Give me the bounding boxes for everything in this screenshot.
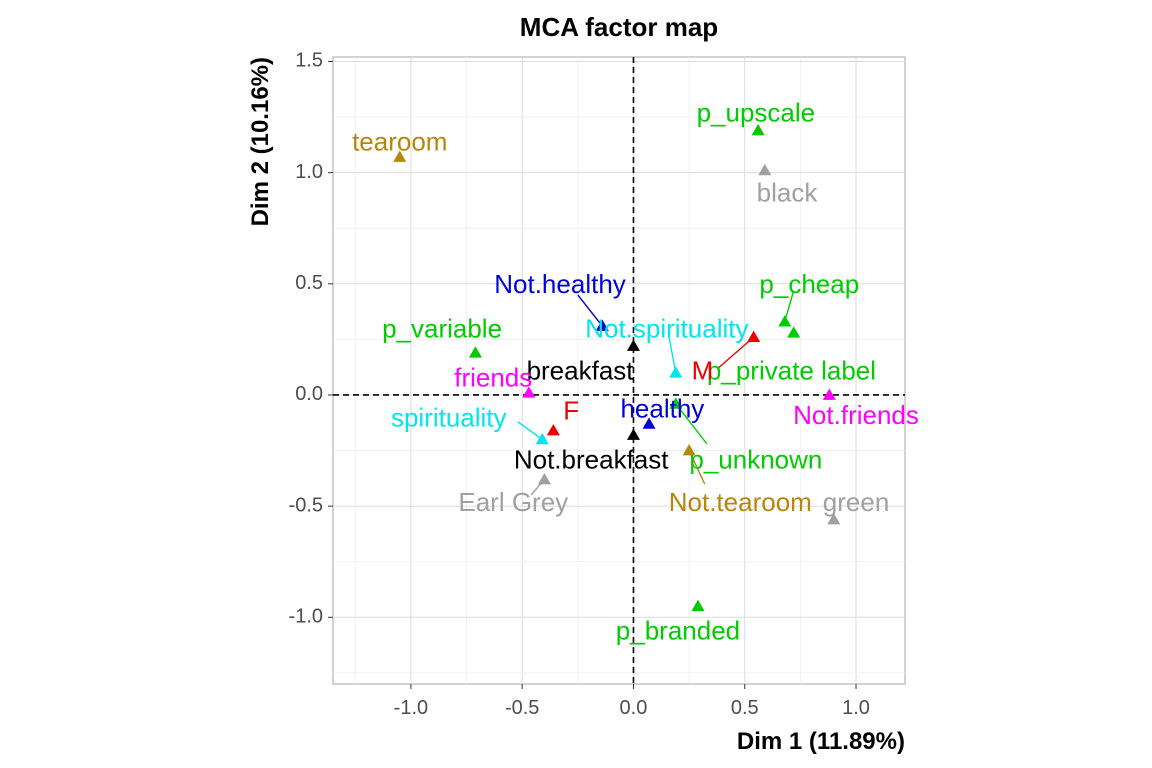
point-m	[747, 330, 761, 343]
connector-spirituality	[517, 421, 543, 440]
label-earl-grey: Earl Grey	[458, 487, 568, 517]
point-tearoom	[393, 150, 407, 162]
label-not-tearoom: Not.tearoom	[669, 487, 812, 517]
connector-p-unknown	[675, 403, 708, 445]
label-tearoom: tearoom	[352, 127, 447, 157]
label-black: black	[757, 178, 819, 208]
point-earl-grey	[537, 472, 551, 485]
x-tick-label: -0.5	[505, 697, 539, 719]
y-axis-ticks: -1.0 -0.5 0.0 0.5 1.0 1.5	[289, 50, 333, 628]
label-spirituality: spirituality	[391, 402, 507, 432]
point-f	[546, 424, 560, 436]
x-tick-label: 0.0	[620, 697, 648, 719]
data-points	[393, 123, 841, 612]
label-not-healthy: Not.healthy	[494, 269, 626, 299]
point-not-friends	[822, 388, 836, 400]
connector-not-spirituality	[668, 337, 677, 373]
y-tick-label: 1.5	[295, 50, 323, 72]
point-spirituality	[535, 432, 549, 445]
y-axis-title: Dim 2 (10.16%)	[247, 57, 274, 226]
connector-p-cheap	[784, 290, 795, 322]
reference-lines	[333, 57, 905, 684]
label-p-branded: p_branded	[616, 616, 740, 646]
point-p-cheap	[778, 315, 792, 327]
label-green: green	[823, 487, 890, 517]
y-tick-label: 1.0	[295, 161, 323, 183]
point-p-upscale	[751, 123, 765, 136]
point-breakfast	[626, 339, 640, 351]
connector-not-healthy	[577, 294, 603, 327]
label-p-private-label: p_private label	[707, 356, 876, 386]
point-not-breakfast	[626, 428, 640, 440]
point-green	[827, 512, 841, 525]
label-not-friends: Not.friends	[793, 400, 919, 430]
plot-panel	[332, 56, 906, 685]
point-not-healthy	[595, 319, 609, 331]
x-tick-label: 1.0	[842, 697, 870, 719]
label-not-breakfast: Not.breakfast	[514, 445, 669, 475]
label-connectors	[517, 290, 795, 496]
y-tick-label: -0.5	[289, 494, 323, 516]
y-tick-label: 0.0	[295, 383, 323, 405]
label-friends: friends	[454, 362, 532, 392]
label-healthy: healthy	[620, 393, 704, 423]
x-tick-label: -1.0	[394, 697, 428, 719]
x-axis-title: Dim 1 (11.89%)	[737, 728, 905, 755]
point-healthy	[642, 417, 656, 429]
label-m: M	[692, 356, 714, 386]
label-p-upscale: p_upscale	[697, 98, 816, 128]
label-not-spirituality: Not.spirituality	[585, 313, 748, 343]
point-not-tearoom	[682, 444, 696, 456]
connector-not-tearoom	[688, 450, 706, 485]
y-tick-label: -1.0	[289, 606, 323, 628]
label-p-variable: p_variable	[382, 313, 502, 343]
point-p-unknown	[669, 397, 683, 409]
point-black	[758, 163, 772, 176]
label-p-unknown: p_unknown	[689, 445, 822, 475]
point-p-variable	[468, 346, 482, 358]
connector-m	[717, 336, 755, 369]
point-p-branded	[691, 599, 705, 612]
label-p-cheap: p_cheap	[759, 269, 859, 299]
x-tick-label: 0.5	[731, 697, 759, 719]
label-f: F	[563, 396, 579, 426]
x-axis-ticks: -1.0 -0.5 0.0 0.5 1.0	[394, 684, 870, 719]
label-breakfast: breakfast	[527, 356, 635, 386]
point-p-private-label	[787, 326, 801, 338]
point-friends	[522, 386, 536, 398]
point-not-spirituality	[669, 366, 683, 378]
y-tick-label: 0.5	[295, 272, 323, 294]
chart-title: MCA factor map	[520, 12, 718, 42]
